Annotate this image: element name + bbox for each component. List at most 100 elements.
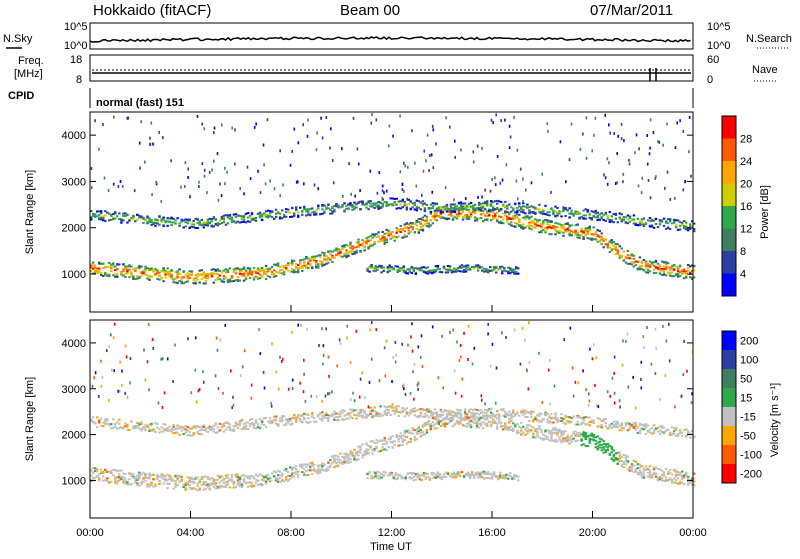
echo-cell-2619 (102, 123, 104, 126)
echo-cell-214 (187, 280, 189, 282)
echo-cell-1325 (683, 475, 685, 477)
echo-cell-1543 (207, 225, 209, 227)
echo-cell-1777 (359, 208, 361, 210)
echo-cell-159 (162, 482, 164, 484)
echo-cell-2046 (542, 418, 544, 420)
power-colorbar-label-5: 8 (740, 246, 746, 258)
echo-cell-1436 (136, 219, 138, 221)
echo-cell-318 (235, 269, 237, 271)
echo-cell-1940 (464, 203, 466, 205)
echo-cell-600 (361, 457, 363, 459)
echo-cell-2572 (683, 188, 685, 191)
echo-cell-201 (178, 273, 180, 275)
echo-cell-884 (482, 212, 484, 214)
echo-cell-2631 (162, 136, 164, 139)
echo-cell-138 (150, 276, 152, 278)
echo-cell-122 (144, 480, 146, 482)
power-colorbar-segment-6 (722, 251, 736, 274)
echo-cell-2758 (218, 199, 220, 202)
echo-cell-812 (450, 213, 452, 215)
echo-cell-1225 (633, 255, 635, 257)
echo-cell-234 (195, 281, 197, 283)
echo-cell-2424 (461, 267, 463, 269)
echo-cell-1193 (617, 243, 619, 245)
echo-cell-596 (359, 449, 361, 451)
echo-cell-575 (349, 461, 351, 463)
echo-cell-170 (166, 487, 168, 489)
echo-cell-924 (510, 426, 512, 428)
echo-cell-1889 (440, 410, 442, 412)
echo-cell-2111 (582, 214, 584, 216)
echo-cell-1358 (96, 416, 98, 418)
echo-cell-2713 (617, 135, 619, 138)
echo-cell-1360 (98, 420, 100, 422)
echo-cell-1037 (562, 440, 564, 442)
echo-cell-923 (508, 422, 510, 424)
echo-cell-922 (500, 221, 502, 223)
echo-cell-1670 (299, 415, 301, 417)
echo-cell-617 (363, 249, 365, 251)
echo-cell-1231 (643, 473, 645, 475)
echo-cell-493 (313, 464, 315, 466)
echo-cell-2048 (538, 204, 540, 206)
echo-cell-635 (379, 450, 381, 452)
echo-cell-198 (178, 280, 180, 282)
echo-cell-675 (400, 444, 402, 446)
echo-cell-288 (223, 281, 225, 283)
echo-cell-1778 (359, 201, 361, 203)
echo-cell-307 (227, 482, 229, 484)
echo-cell-2624 (294, 128, 296, 131)
echo-cell-360 (253, 267, 255, 269)
echo-cell-546 (333, 257, 335, 259)
echo-cell-1844 (402, 199, 404, 201)
echo-cell-665 (386, 239, 388, 241)
echo-cell-309 (231, 276, 233, 278)
echo-cell-2340 (403, 266, 405, 268)
echo-cell-2709 (91, 167, 93, 170)
echo-cell-1601 (255, 419, 257, 421)
echo-cell-1829 (394, 201, 396, 203)
echo-cell-2396 (441, 271, 443, 273)
echo-cell-1158 (601, 236, 603, 238)
echo-cell-569 (343, 246, 345, 248)
echo-cell-2639 (509, 125, 511, 128)
echo-cell-976 (536, 434, 538, 436)
echo-cell-745 (420, 221, 422, 223)
echo-cell-341 (241, 486, 243, 488)
echo-cell-1489 (185, 432, 187, 434)
echo-cell-723 (412, 226, 414, 228)
echo-cell-2129 (605, 425, 607, 427)
echo-cell-1523 (207, 431, 209, 433)
echo-cell-1871 (428, 408, 430, 410)
echo-cell-940 (508, 213, 510, 215)
echo-cell-58 (116, 273, 118, 275)
echo-cell-27 (100, 272, 102, 274)
echo-cell-679 (394, 240, 396, 242)
echo-cell-1528 (199, 220, 201, 222)
echo-cell-1563 (219, 220, 221, 222)
power-colorbar-segment-5 (722, 229, 736, 252)
echo-cell-878 (480, 214, 482, 216)
echo-cell-407 (273, 475, 275, 477)
echo-cell-595 (359, 445, 361, 447)
echo-cell-2004 (508, 204, 510, 206)
power-ytick-label-0: 4000 (62, 130, 86, 142)
echo-cell-282 (217, 479, 219, 481)
echo-cell-1882 (434, 408, 436, 410)
echo-cell-1382 (112, 418, 114, 420)
echo-cell-143 (152, 474, 154, 476)
echo-cell-92 (130, 273, 132, 275)
echo-cell-89 (130, 266, 132, 268)
echo-cell-1185 (625, 463, 627, 465)
echo-cell-832 (470, 424, 472, 426)
echo-cell-993 (530, 228, 532, 230)
echo-cell-2737 (522, 200, 524, 203)
echo-cell-1955 (482, 415, 484, 417)
echo-cell-1461 (168, 426, 170, 428)
echo-cell-2705 (382, 185, 384, 188)
echo-cell-2596 (303, 182, 305, 185)
echo-cell-2650 (155, 181, 157, 184)
echo-cell-1355 (92, 420, 94, 422)
noise-sky-trace (90, 37, 691, 42)
